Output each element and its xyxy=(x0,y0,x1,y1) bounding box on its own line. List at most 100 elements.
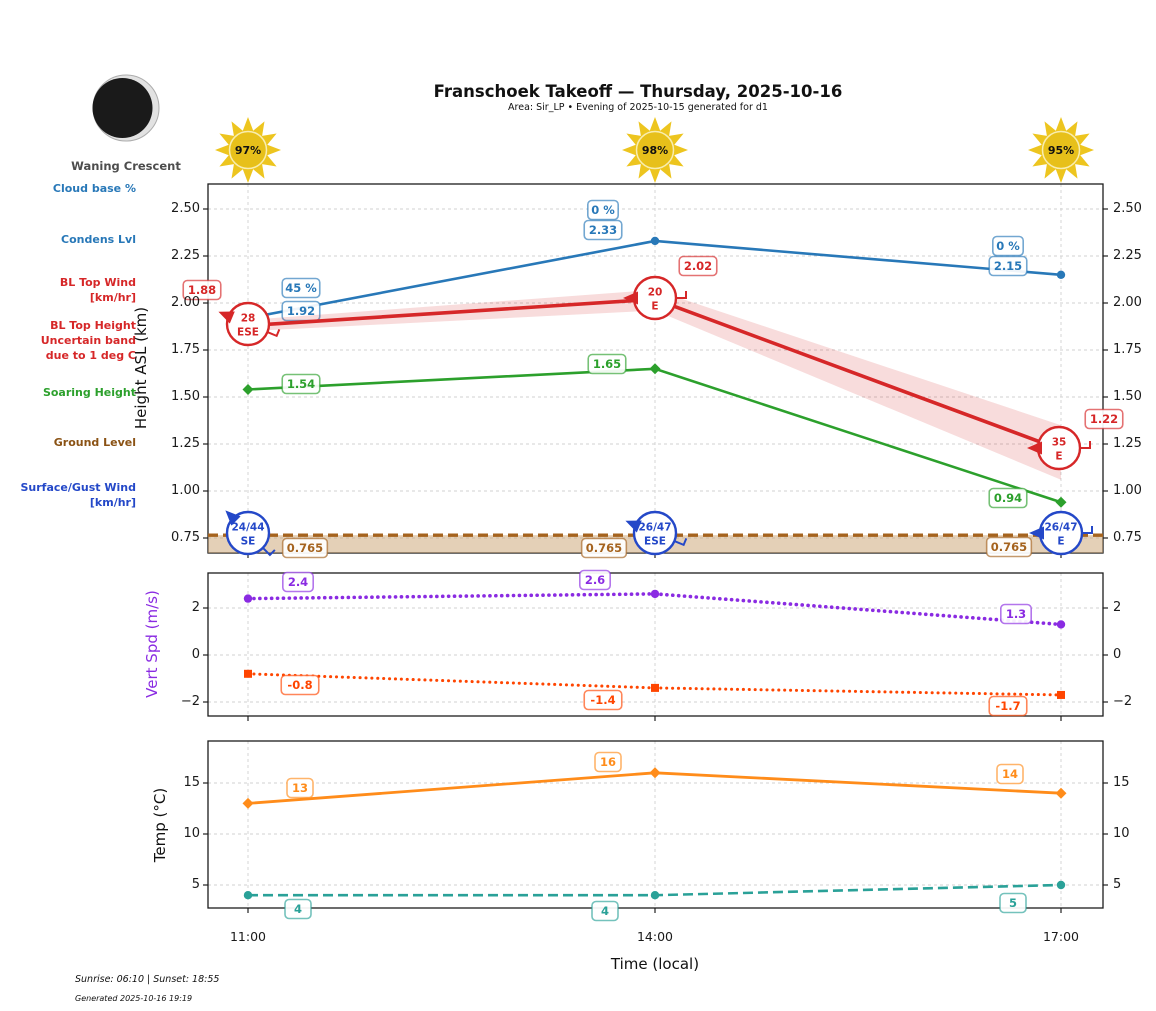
value-label-box xyxy=(580,537,628,559)
bl-top-height-wind-speed: 20 xyxy=(648,287,663,299)
value-label-box xyxy=(999,892,1027,914)
y-tick-right: 10 xyxy=(1113,826,1130,841)
dew-point-marker xyxy=(650,891,660,900)
thermals-marker xyxy=(650,589,660,599)
thermals-marker xyxy=(1056,620,1066,629)
legend-ground-level: Ground Level xyxy=(53,436,136,449)
bl-top-height-wind-dir: E xyxy=(651,301,658,313)
value-label-text: -1.7 xyxy=(995,699,1020,713)
value-label-box xyxy=(1084,408,1124,430)
bl-top-height-wind-dir: ESE xyxy=(237,327,259,339)
ground-level-wind-tail xyxy=(262,547,276,557)
legend-bl-top-height: BL Top Height Uncertain band due to 1 de… xyxy=(40,319,136,362)
sun-disc xyxy=(1041,130,1081,170)
value-label-box xyxy=(583,219,623,241)
y-tick-right: 1.25 xyxy=(1113,436,1142,451)
value-label-text: 0.765 xyxy=(287,541,323,555)
plot-border xyxy=(207,740,1104,909)
bl-top-height-wind-tail xyxy=(267,329,281,338)
temperature-marker xyxy=(1055,787,1067,799)
value-label-box xyxy=(182,279,222,301)
convergence-marker xyxy=(244,669,252,678)
page-subtitle: Area: Sir_LP • Evening of 2025-10-15 gen… xyxy=(508,102,768,113)
value-label-box xyxy=(988,695,1028,717)
y-tick-left: 2.50 xyxy=(171,201,200,216)
ground-level-wind-arrow xyxy=(225,510,241,526)
value-label-text: 0 % xyxy=(591,203,615,217)
legend-condens-lvl: Condens Lvl xyxy=(61,233,136,246)
bl-top-height-wind-speed: 35 xyxy=(1052,437,1067,449)
value-label-box xyxy=(286,777,314,799)
y-tick-left: 2 xyxy=(191,600,200,615)
x-tick-label: 17:00 xyxy=(1042,929,1080,944)
value-label-text: 2.15 xyxy=(994,259,1022,273)
bl-top-height-wind-arrow xyxy=(623,291,638,305)
value-label-box xyxy=(1000,603,1032,625)
moon-phase-label: Waning Crescent xyxy=(71,159,181,173)
legend-soaring-height: Soaring Height xyxy=(42,386,136,399)
ground-level-wind-arrow xyxy=(1029,526,1044,540)
value-label-text: 1.92 xyxy=(287,304,315,318)
value-label-box xyxy=(587,199,619,221)
value-label-text: 14 xyxy=(1002,767,1018,781)
y-tick-right: 1.50 xyxy=(1113,389,1142,404)
value-label-box xyxy=(587,353,627,375)
y-tick-left: 2.25 xyxy=(171,248,200,263)
ground-level-wind-circle xyxy=(632,510,678,556)
sun-percent-label: 98% xyxy=(642,144,668,157)
y-axis-label-height: Height ASL (km) xyxy=(132,306,150,430)
y-tick-right: 0.75 xyxy=(1113,530,1142,545)
ground-level-wind-arrow xyxy=(625,520,642,533)
value-label-box xyxy=(281,537,329,559)
y-tick-right: 2.50 xyxy=(1113,201,1142,216)
y-tick-left: 1.00 xyxy=(171,483,200,498)
bl-top-height-wind-dir: E xyxy=(1055,451,1062,463)
value-label-text: 1.88 xyxy=(188,283,216,297)
condensation-level-marker xyxy=(650,236,660,246)
value-label-text: 1.54 xyxy=(287,377,315,391)
condensation-level-marker xyxy=(1056,270,1066,279)
value-label-text: 45 % xyxy=(285,281,317,295)
y-tick-left: 1.75 xyxy=(171,342,200,357)
value-label-text: 0 % xyxy=(996,239,1020,253)
y-tick-left: 0 xyxy=(191,647,200,662)
x-tick-label: 11:00 xyxy=(229,929,267,944)
bl-top-height-uncertainty-band xyxy=(248,289,1061,480)
dew-point-marker xyxy=(243,891,253,900)
y-tick-left: 1.50 xyxy=(171,389,200,404)
ground-level-wind-circle xyxy=(225,510,271,556)
temperature-marker xyxy=(649,767,661,779)
legend-cloud-base: Cloud base % xyxy=(52,182,136,195)
value-label-box xyxy=(579,569,611,591)
convergence-marker xyxy=(1057,690,1065,699)
y-tick-left: 0.75 xyxy=(171,530,200,545)
value-label-box xyxy=(591,900,619,922)
y-tick-left: 10 xyxy=(183,826,200,841)
value-label-text: 1.3 xyxy=(1006,607,1026,621)
y-tick-right: 2.00 xyxy=(1113,295,1142,310)
value-label-box xyxy=(282,571,314,593)
value-label-box xyxy=(988,487,1028,509)
generated-note: Generated 2025-10-16 19:19 xyxy=(75,994,193,1003)
ground-level-wind-speed: 24/44 xyxy=(231,522,264,534)
x-axis-label: Time (local) xyxy=(610,955,700,973)
soaring-height-marker xyxy=(649,363,661,375)
ground-level-wind-tail xyxy=(1082,526,1093,534)
y-tick-right: 1.00 xyxy=(1113,483,1142,498)
y-tick-left: 1.25 xyxy=(171,436,200,451)
moon-shadow xyxy=(92,78,153,138)
sun-percent-label: 95% xyxy=(1048,144,1074,157)
value-label-text: -0.8 xyxy=(287,678,312,692)
value-label-box xyxy=(281,277,321,299)
soaring-height-marker xyxy=(1055,496,1067,508)
soaring-height-marker xyxy=(242,383,254,395)
value-label-text: 4 xyxy=(294,902,302,916)
y-tick-right: 2 xyxy=(1113,600,1122,615)
y-tick-right: 15 xyxy=(1113,775,1130,790)
ground-level-wind-dir: E xyxy=(1057,536,1064,548)
value-label-box xyxy=(992,235,1024,257)
value-label-text: 5 xyxy=(1009,896,1017,910)
value-label-text: -1.4 xyxy=(590,693,615,707)
